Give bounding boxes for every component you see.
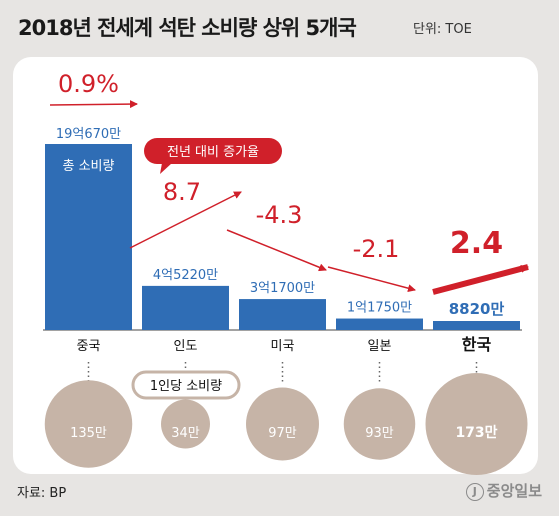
growth-value-label: -4.3 (256, 201, 303, 229)
per-capita-circle (343, 388, 416, 460)
growth-arrow (226, 229, 327, 272)
growth-value-label: 2.4 (450, 226, 503, 261)
per-capita-circle (425, 373, 528, 475)
per-capita-label: 93만 (365, 426, 394, 441)
growth-callout: 전년 대비 증가율 (144, 138, 282, 174)
category-label: 미국 (271, 339, 295, 354)
per-capita-callout-bg (131, 370, 241, 400)
total-series-label: 총 소비량 (63, 159, 115, 174)
per-capita-label: 135만 (70, 426, 107, 441)
growth-value-label: -2.1 (353, 235, 400, 263)
growth-value-label: 8.7 (163, 178, 201, 206)
per-capita-circle (44, 380, 133, 468)
growth-arrow (129, 191, 242, 249)
per-capita-callout-text: 1인당 소비량 (150, 379, 222, 394)
growth-arrow (432, 264, 529, 295)
total-value-label: 1억1750만 (347, 301, 412, 316)
per-capita-circle (161, 399, 210, 449)
category-label: 한국 (462, 335, 492, 354)
bar-미국 (239, 299, 326, 330)
bar-한국 (433, 321, 520, 330)
total-value-label: 8820만 (449, 300, 505, 318)
logo-mark: J (465, 483, 484, 501)
growth-callout-text: 전년 대비 증가율 (167, 145, 259, 160)
total-value-label: 3억1700만 (250, 281, 315, 296)
per-capita-label: 34만 (171, 426, 200, 441)
category-label: 일본 (368, 339, 392, 354)
growth-callout-bg (144, 138, 282, 164)
source-label: 자료: BP (17, 486, 67, 501)
total-value-label: 19억670만 (56, 127, 121, 142)
bar-인도 (142, 285, 229, 330)
category-label: 인도 (174, 339, 198, 354)
unit-label: 단위: TOE (413, 22, 472, 37)
growth-arrow (49, 100, 138, 109)
category-label: 중국 (77, 339, 101, 354)
growth-value-label: 0.9% (58, 70, 119, 98)
logo-text: 중앙일보 (486, 482, 542, 500)
per-capita-callout: 1인당 소비량 (131, 370, 241, 400)
total-value-label: 4억5220만 (153, 268, 218, 283)
growth-arrow (327, 266, 416, 293)
per-capita-label: 173만 (455, 425, 497, 441)
bar-중국 (45, 144, 132, 330)
publisher-logo: J 중앙일보 (465, 480, 542, 501)
growth-callout-tail (160, 163, 172, 174)
per-capita-circle (245, 387, 320, 461)
per-capita-label: 97만 (268, 426, 297, 441)
chart-title: 2018년 전세계 석탄 소비량 상위 5개국 (18, 16, 357, 40)
bar-일본 (336, 318, 423, 330)
